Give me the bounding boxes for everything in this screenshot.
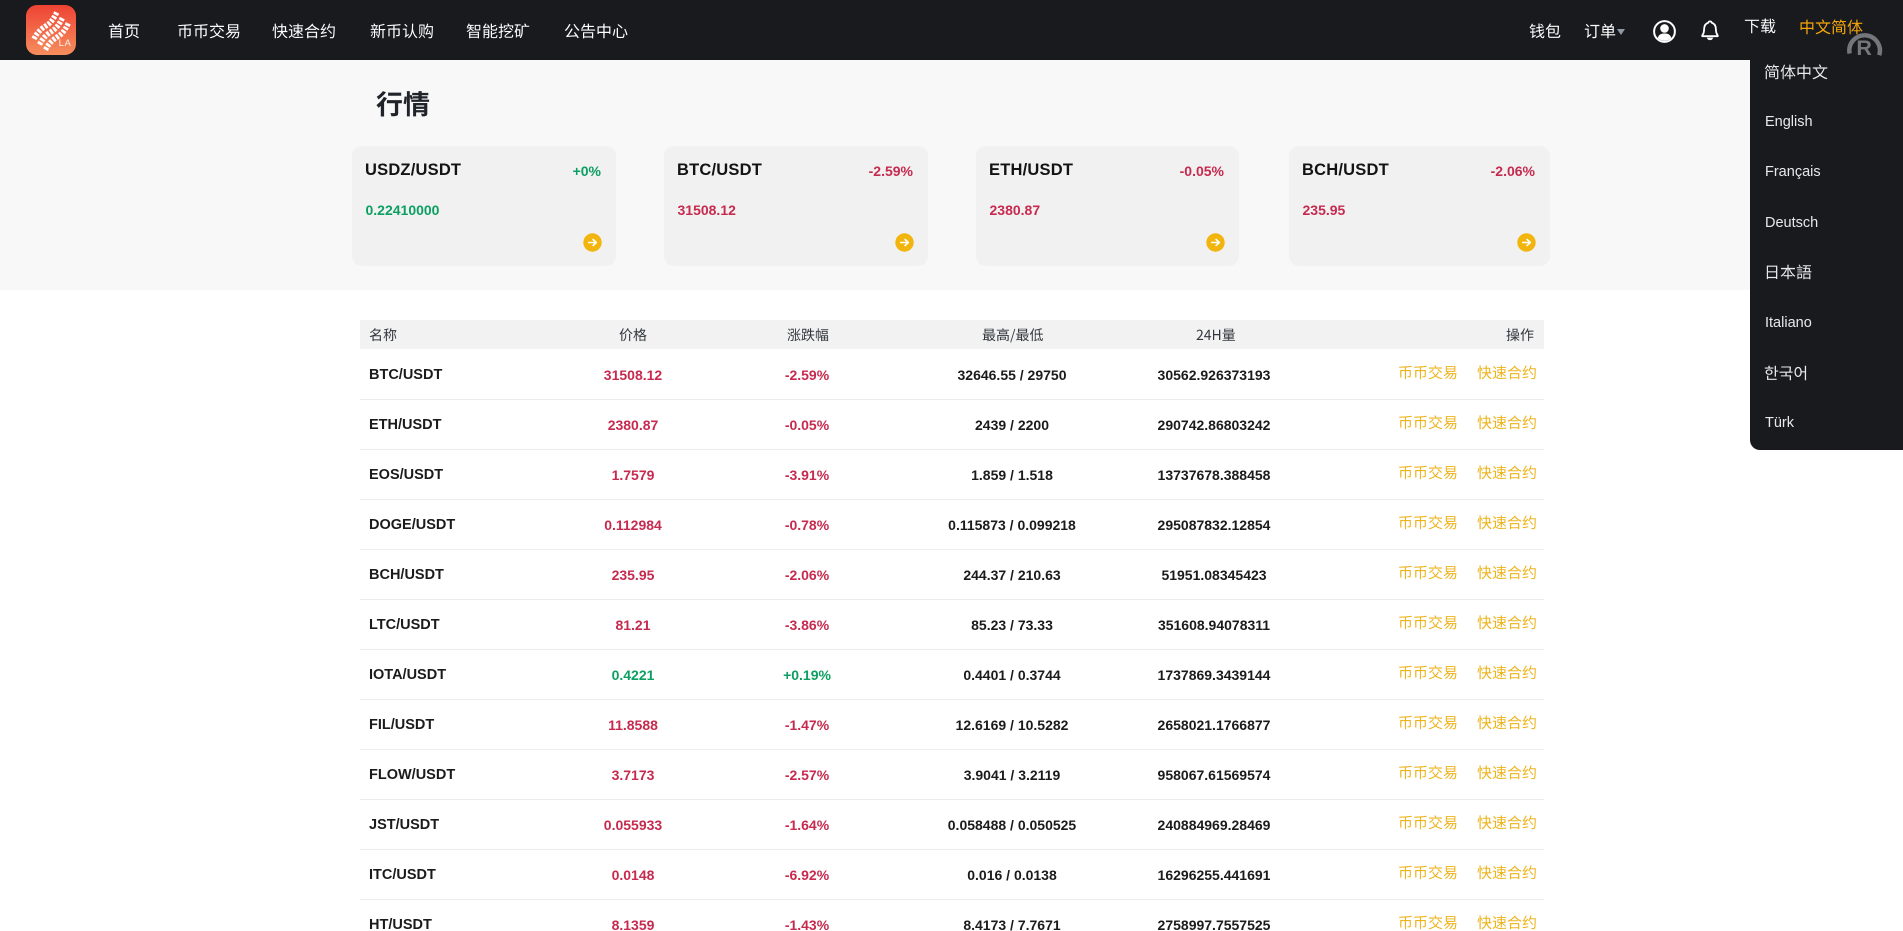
svg-text:R: R	[1856, 36, 1872, 57]
svg-text:LA: LA	[59, 38, 72, 49]
